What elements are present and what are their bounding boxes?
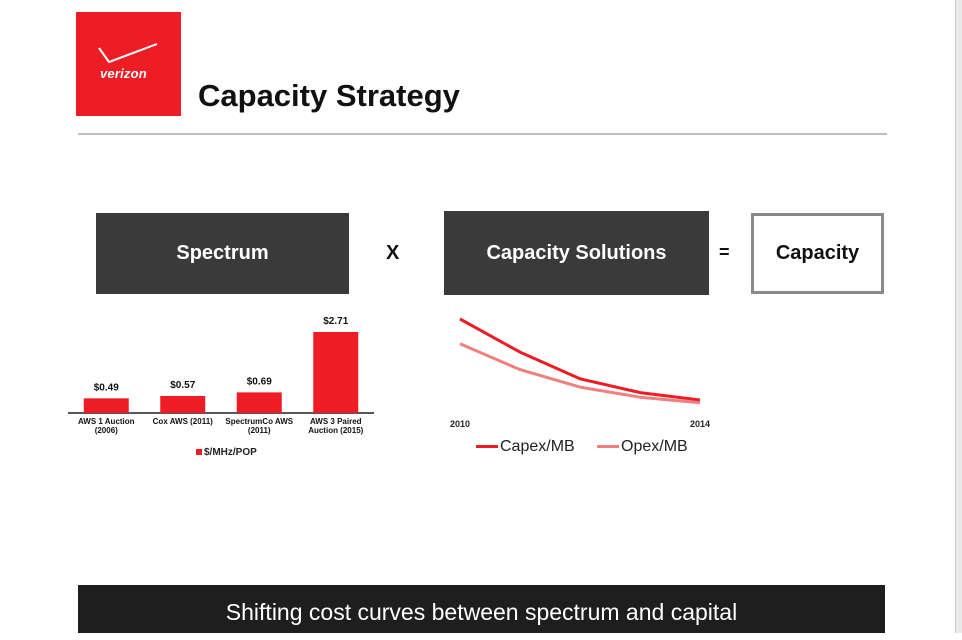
- verizon-logo: [76, 12, 181, 116]
- bar-category-label: SpectrumCo AWS: [225, 417, 293, 426]
- opex-legend: Opex/MB: [597, 438, 688, 456]
- page-title: Capacity Strategy: [198, 78, 460, 113]
- verizon-check-icon: [98, 43, 158, 64]
- capex-legend-label: Capex/MB: [500, 438, 575, 455]
- opex-legend-line: [597, 445, 619, 449]
- equals-symbol: =: [719, 242, 730, 262]
- bar: [160, 395, 206, 413]
- x-tick-label: 2010: [450, 419, 470, 429]
- multiply-symbol: X: [386, 242, 400, 264]
- capex-legend-line: [476, 445, 498, 449]
- bar: [83, 398, 129, 413]
- bar: [236, 392, 282, 413]
- bar-category-label: Auction (2015): [308, 426, 363, 435]
- capex-legend: Capex/MB: [476, 438, 575, 456]
- spectrum-label: Spectrum: [176, 242, 269, 264]
- summary-banner: Shifting cost curves between spectrum an…: [78, 585, 885, 633]
- opex-series-line: [459, 342, 701, 405]
- bar-category-label: (2006): [95, 426, 118, 435]
- title-divider: [78, 133, 887, 135]
- cost-curve-line-chart: 2010 2014: [450, 317, 710, 429]
- bar-category-label: AWS 3 Paired: [310, 417, 362, 426]
- capacity-box: Capacity: [751, 213, 884, 294]
- banner-text: Shifting cost curves between spectrum an…: [225, 599, 738, 625]
- legend-swatch: [196, 449, 202, 456]
- bar-chart-legend: $/MHz/POP: [196, 447, 257, 458]
- bar-category-label: AWS 1 Auction: [78, 417, 135, 426]
- page-edge: [955, 0, 962, 633]
- capacity-solutions-label: Capacity Solutions: [486, 241, 667, 264]
- bar-value-label: $2.71: [323, 316, 348, 327]
- opex-legend-label: Opex/MB: [621, 438, 688, 455]
- capacity-solutions-box: Capacity Solutions: [444, 211, 709, 295]
- spectrum-box: Spectrum: [96, 213, 349, 294]
- bar: [313, 332, 359, 413]
- bar-category-label: (2011): [248, 426, 271, 435]
- bar-category-label: Cox AWS (2011): [153, 417, 214, 426]
- capex-series-line: [459, 317, 701, 402]
- logo-text: verizon: [100, 66, 147, 81]
- bar-legend-label: $/MHz/POP: [204, 447, 257, 458]
- bar-value-label: $0.57: [170, 380, 195, 391]
- x-tick-label: 2014: [690, 419, 710, 429]
- spectrum-price-bar-chart: $0.49 AWS 1 Auction(2006) $0.57 Cox AWS (20…: [68, 316, 374, 435]
- capacity-label: Capacity: [775, 242, 860, 264]
- bar-value-label: $0.69: [247, 376, 272, 387]
- bar-value-label: $0.49: [94, 382, 119, 393]
